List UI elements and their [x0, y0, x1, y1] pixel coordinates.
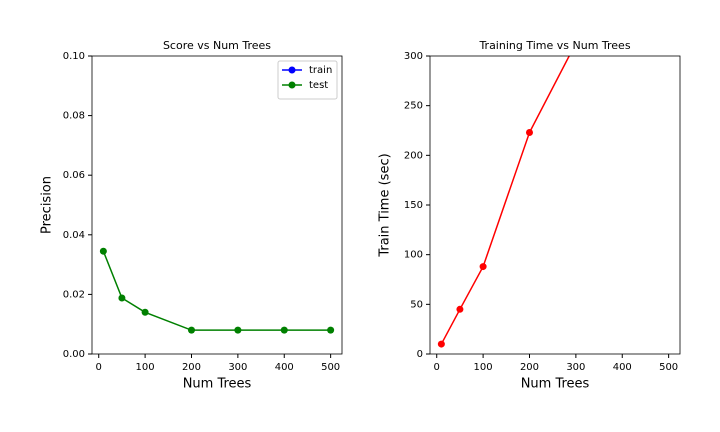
y-tick-label: 250: [404, 101, 423, 112]
y-tick-label: 0: [417, 349, 423, 360]
point: [99, 247, 107, 255]
y-tick-label: 150: [404, 200, 423, 211]
legend-marker: [288, 81, 296, 89]
x-tick-label: 200: [520, 362, 539, 373]
x-tick-label: 100: [474, 362, 493, 373]
legend: train test: [277, 60, 338, 100]
x-tick-label: 100: [136, 362, 155, 373]
x-axis-label: Num Trees: [183, 377, 252, 392]
x-tick-label: 500: [321, 362, 340, 373]
x-tick-label: 300: [566, 362, 585, 373]
y-tick-label: 100: [404, 250, 423, 261]
y-tick-label: 200: [404, 150, 423, 161]
y-tick-label: 0.02: [63, 289, 85, 300]
x-tick-label: 300: [228, 362, 247, 373]
axes: Score vs Num Trees 0.00 0.02 0.04 0.06 0.08 0.…: [40, 39, 343, 392]
y-axis-label: Train Time (sec): [378, 153, 393, 257]
point: [118, 294, 126, 302]
chart-title: Score vs Num Trees: [163, 39, 271, 52]
plot-area: [99, 247, 335, 334]
point: [234, 326, 242, 334]
x-tick-label: 0: [96, 362, 102, 373]
point: [479, 263, 487, 271]
point: [280, 326, 288, 334]
series-line: [440, 56, 571, 345]
y-tick-label: 0.04: [63, 230, 85, 241]
y-tick-label: 0.00: [63, 349, 85, 360]
point: [327, 326, 335, 334]
y-tick-label: 0.10: [63, 51, 85, 62]
chart-title: Training Time vs Num Trees: [478, 39, 630, 52]
point: [187, 326, 195, 334]
legend-label: train: [309, 65, 332, 76]
x-tick-label: 500: [659, 362, 678, 373]
point: [525, 128, 533, 136]
legend-label: test: [309, 80, 328, 91]
legend-marker: [288, 66, 296, 74]
x-tick-label: 200: [182, 362, 201, 373]
axes: Training Time vs Num Trees 0 50 100 150 200 25…: [378, 39, 681, 392]
y-axis-label: Precision: [40, 176, 55, 234]
y-tick-label: 50: [410, 299, 423, 310]
x-tick-label: 400: [613, 362, 632, 373]
point: [456, 305, 464, 313]
x-axis-label: Num Trees: [521, 377, 590, 392]
plot-area: [437, 56, 571, 348]
point: [437, 340, 445, 348]
x-tick-label: 0: [434, 362, 440, 373]
y-tick-label: 0.06: [63, 170, 85, 181]
axes-frame: [429, 55, 681, 355]
y-tick-label: 300: [404, 51, 423, 62]
y-tick-label: 0.08: [63, 111, 85, 122]
axes-frame: [91, 55, 343, 355]
x-tick-label: 400: [275, 362, 294, 373]
point: [141, 308, 149, 316]
series-line: [102, 250, 331, 331]
